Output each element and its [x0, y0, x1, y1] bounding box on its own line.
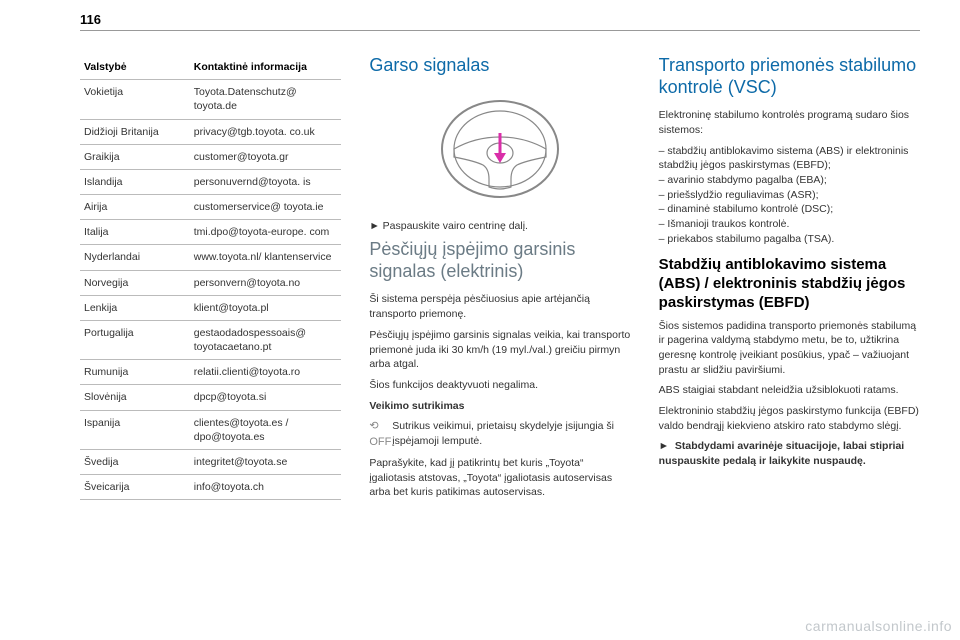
- abs-emergency: ► Stabdydami avarinėje situacijoje, laba…: [659, 439, 920, 468]
- contact-cell: relatii.clienti@toyota.ro: [190, 360, 342, 385]
- steering-wheel-icon: [425, 87, 575, 207]
- country-cell: Vokietija: [80, 80, 190, 119]
- top-rule: [80, 30, 920, 31]
- contact-cell: clientes@toyota.es / dpo@toyota.es: [190, 410, 342, 449]
- contact-cell: customerservice@ toyota.ie: [190, 195, 342, 220]
- country-cell: Rumunija: [80, 360, 190, 385]
- contact-cell: www.toyota.nl/ klantenservice: [190, 245, 342, 270]
- list-item: Išmanioji traukos kontrolė.: [659, 217, 920, 232]
- table-row: VokietijaToyota.Datenschutz@ toyota.de: [80, 80, 341, 119]
- contact-cell: personuvernd@toyota. is: [190, 169, 342, 194]
- contact-cell: dpcp@toyota.si: [190, 385, 342, 410]
- watermark: carmanualsonline.info: [805, 618, 952, 634]
- table-row: Portugalijagestaodadospessoais@ toyotaca…: [80, 320, 341, 359]
- contact-cell: Toyota.Datenschutz@ toyota.de: [190, 80, 342, 119]
- country-cell: Švedija: [80, 449, 190, 474]
- table-row: Norvegijapersonvern@toyota.no: [80, 270, 341, 295]
- column-contacts: Valstybė Kontaktinė informacija Vokietij…: [80, 55, 341, 620]
- malfunction-heading: Veikimo sutrikimas: [369, 399, 630, 414]
- table-header-country: Valstybė: [80, 55, 190, 80]
- list-item: priekabos stabilumo pagalba (TSA).: [659, 232, 920, 247]
- column-vsc: Transporto priemonės stabilumo kontrolė …: [659, 55, 920, 620]
- country-cell: Airija: [80, 195, 190, 220]
- abs-p2: ABS staigiai stabdant neleidžia užsiblok…: [659, 383, 920, 398]
- vsc-list: stabdžių antiblokavimo sistema (ABS) ir …: [659, 144, 920, 247]
- heading-vsc: Transporto priemonės stabilumo kontrolė …: [659, 55, 920, 98]
- table-row: Graikijacustomer@toyota.gr: [80, 144, 341, 169]
- country-cell: Ispanija: [80, 410, 190, 449]
- malfunction-p1: ⟲ OFF Sutrikus veikimui, prietaisų skyde…: [369, 419, 630, 450]
- country-cell: Italija: [80, 220, 190, 245]
- vsc-intro: Elektroninę stabilumo kontrolės programą…: [659, 108, 920, 137]
- country-cell: Didžioji Britanija: [80, 119, 190, 144]
- contact-cell: klient@toyota.pl: [190, 295, 342, 320]
- table-row: Šveicarijainfo@toyota.ch: [80, 475, 341, 500]
- heading-sound-signal: Garso signalas: [369, 55, 630, 77]
- abs-p1: Šios sistemos padidina transporto priemo…: [659, 319, 920, 378]
- steering-wheel-figure: [425, 87, 575, 207]
- contact-cell: tmi.dpo@toyota-europe. com: [190, 220, 342, 245]
- ped-p3: Šios funkcijos deaktyvuoti negalima.: [369, 378, 630, 393]
- list-item: avarinio stabdymo pagalba (EBA);: [659, 173, 920, 188]
- table-row: Rumunijarelatii.clienti@toyota.ro: [80, 360, 341, 385]
- country-cell: Slovėnija: [80, 385, 190, 410]
- contacts-table: Valstybė Kontaktinė informacija Vokietij…: [80, 55, 341, 500]
- table-row: Nyderlandaiwww.toyota.nl/ klantenservice: [80, 245, 341, 270]
- country-cell: Graikija: [80, 144, 190, 169]
- contact-cell: customer@toyota.gr: [190, 144, 342, 169]
- country-cell: Norvegija: [80, 270, 190, 295]
- press-center-text: Paspauskite vairo centrinę dalį.: [369, 219, 630, 234]
- table-row: Didžioji Britanijaprivacy@tgb.toyota. co…: [80, 119, 341, 144]
- country-cell: Portugalija: [80, 320, 190, 359]
- heading-abs-ebfd: Stabdžių antiblokavimo sistema (ABS) / e…: [659, 256, 920, 312]
- page-number: 116: [80, 12, 101, 27]
- table-row: Lenkijaklient@toyota.pl: [80, 295, 341, 320]
- table-row: Švedijaintegritet@toyota.se: [80, 449, 341, 474]
- column-sound: Garso signalas Paspauskite vairo centrin…: [369, 55, 630, 620]
- table-row: Ispanijaclientes@toyota.es / dpo@toyota.…: [80, 410, 341, 449]
- table-header-contact: Kontaktinė informacija: [190, 55, 342, 80]
- heading-pedestrian: Pėsčiųjų įspėjimo garsinis signalas (ele…: [369, 239, 630, 282]
- contact-cell: info@toyota.ch: [190, 475, 342, 500]
- contact-cell: personvern@toyota.no: [190, 270, 342, 295]
- abs-emergency-text: Stabdydami avarinėje situacijoje, labai …: [659, 440, 905, 467]
- warning-off-icon: ⟲ OFF: [369, 419, 389, 450]
- contact-cell: gestaodadospessoais@ toyotacaetano.pt: [190, 320, 342, 359]
- country-cell: Nyderlandai: [80, 245, 190, 270]
- ped-p1: Ši sistema perspėja pėsčiuosius apie art…: [369, 292, 630, 321]
- table-row: Islandijapersonuvernd@toyota. is: [80, 169, 341, 194]
- table-row: Airijacustomerservice@ toyota.ie: [80, 195, 341, 220]
- page-content: Valstybė Kontaktinė informacija Vokietij…: [80, 55, 920, 620]
- country-cell: Lenkija: [80, 295, 190, 320]
- country-cell: Šveicarija: [80, 475, 190, 500]
- malfunction-p2: Paprašykite, kad jį patikrintų bet kuris…: [369, 456, 630, 500]
- list-item: dinaminė stabilumo kontrolė (DSC);: [659, 202, 920, 217]
- table-row: Italijatmi.dpo@toyota-europe. com: [80, 220, 341, 245]
- list-item: priešslydžio reguliavimas (ASR);: [659, 188, 920, 203]
- contact-cell: privacy@tgb.toyota. co.uk: [190, 119, 342, 144]
- abs-p3: Elektroninio stabdžių jėgos paskirstymo …: [659, 404, 920, 433]
- country-cell: Islandija: [80, 169, 190, 194]
- table-row: Slovėnijadpcp@toyota.si: [80, 385, 341, 410]
- ped-p2: Pėsčiųjų įspėjimo garsinis signalas veik…: [369, 328, 630, 372]
- contact-cell: integritet@toyota.se: [190, 449, 342, 474]
- malfunction-p1-text: Sutrikus veikimui, prietaisų skydelyje į…: [392, 419, 629, 448]
- list-item: stabdžių antiblokavimo sistema (ABS) ir …: [659, 144, 920, 173]
